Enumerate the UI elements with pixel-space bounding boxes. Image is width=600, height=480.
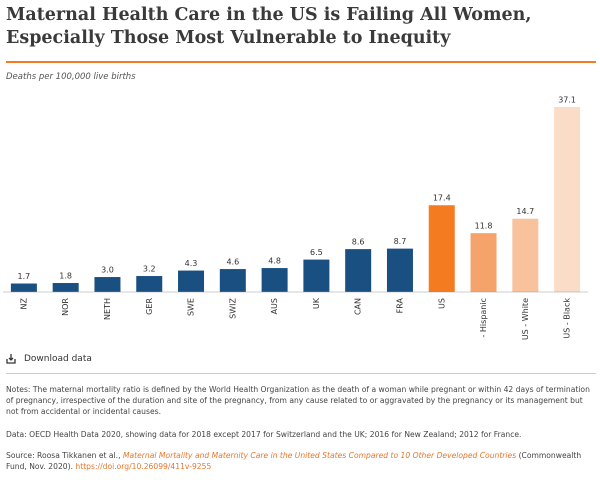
download-icon: [6, 354, 16, 364]
bar: [345, 249, 372, 292]
bar: [386, 248, 413, 292]
x-tick-label: NOR: [61, 298, 70, 316]
source-link[interactable]: Maternal Mortality and Maternity Care in…: [122, 451, 517, 460]
bar: [219, 269, 246, 292]
x-tick-label: NZ: [19, 297, 28, 309]
bar: [52, 283, 79, 292]
x-tick-label: US - White: [521, 298, 530, 340]
x-tick-label: US: [437, 298, 446, 309]
value-label: 17.4: [433, 194, 451, 203]
bar: [428, 205, 455, 292]
download-button[interactable]: Download data: [6, 353, 92, 364]
x-tick-label: US - Black: [563, 298, 572, 339]
x-tick-label: SWE: [187, 298, 196, 316]
divider: [6, 373, 596, 374]
x-tick-label: NETH: [103, 298, 112, 320]
bar: [10, 283, 37, 292]
source-text: Source: Roosa Tikkanen et al.,: [6, 451, 123, 460]
value-label: 4.8: [268, 257, 281, 266]
bar: [512, 218, 539, 292]
data-note: Data: OECD Health Data 2020, showing dat…: [6, 430, 522, 439]
bar: [303, 259, 330, 292]
x-tick-label: SWIZ: [228, 297, 237, 318]
value-label: 3.0: [101, 266, 114, 275]
source-url[interactable]: https://doi.org/10.26099/411v-9255: [75, 462, 212, 471]
value-label: 3.2: [143, 265, 156, 274]
title-rule: [6, 61, 596, 63]
x-tick-label: US - Hispanic: [479, 298, 488, 340]
value-label: 8.7: [394, 237, 407, 246]
x-tick-label: GER: [145, 298, 154, 315]
chart-subtitle: Deaths per 100,000 live births: [6, 72, 136, 82]
source-text: (Commonwealth Fund, Nov. 2020).: [6, 451, 582, 471]
download-label[interactable]: Download data: [24, 353, 92, 364]
bar: [261, 268, 288, 292]
value-label: 1.8: [59, 272, 72, 281]
value-label: 4.3: [185, 259, 198, 268]
value-label: 37.1: [558, 96, 576, 105]
bar: [94, 277, 121, 292]
x-tick-label: CAN: [354, 298, 363, 315]
value-label: 11.8: [475, 222, 493, 231]
value-label: 4.6: [226, 258, 239, 267]
bar: [470, 233, 497, 292]
bar: [178, 270, 205, 292]
bar: [136, 276, 163, 292]
chart: 1.7 NZ 1.8 NOR 3.0 NETH 3.2 GER 4.3 SWE 4.6 SWIZ 4.8…: [3, 96, 588, 340]
notes: Notes: The maternal mortality ratio is d…: [6, 385, 590, 416]
value-label: 14.7: [516, 207, 534, 216]
value-label: 1.7: [18, 272, 31, 281]
source: Source: Roosa Tikkanen et al., Maternal …: [6, 450, 591, 472]
bar: [554, 107, 581, 292]
x-tick-label: AUS: [270, 298, 279, 314]
value-label: 8.6: [352, 238, 365, 247]
value-label: 6.5: [310, 248, 323, 257]
x-tick-label: FRA: [395, 297, 404, 313]
chart-title: Maternal Health Care in the US is Failin…: [6, 5, 532, 48]
x-tick-label: UK: [312, 297, 321, 309]
